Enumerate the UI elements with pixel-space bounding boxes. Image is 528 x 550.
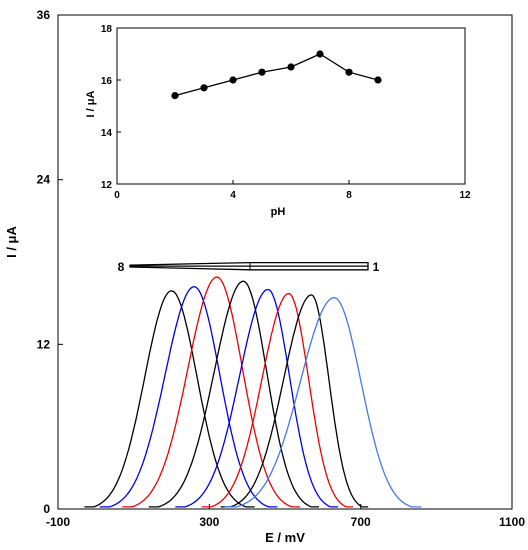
main-y-tick-label: 12 — [37, 337, 51, 351]
inset-x-tick-label: 12 — [459, 190, 471, 201]
inset-y-tick-label: 14 — [101, 128, 113, 139]
main-y-tick-label: 36 — [37, 8, 51, 22]
voltammogram-curve-1 — [84, 290, 255, 508]
main-x-tick-label: 1100 — [499, 515, 525, 529]
inset-x-tick-label: 8 — [346, 190, 352, 201]
inset-y-tick-label: 16 — [101, 76, 113, 87]
main-x-tick-label: 700 — [351, 515, 371, 529]
inset-x-tick-label: 4 — [230, 190, 236, 201]
inset-x-tick-label: 0 — [114, 190, 120, 201]
main-x-axis-label: E / mV — [265, 530, 305, 545]
voltammogram-curve-5 — [175, 288, 338, 508]
inset-data-point — [229, 76, 237, 84]
inset-plot-frame — [116, 27, 466, 185]
inset-data-point — [374, 76, 382, 84]
main-y-tick-label: 0 — [43, 502, 50, 516]
voltammogram-curve-8 — [224, 297, 422, 508]
inset-y-tick-label: 12 — [101, 180, 113, 191]
voltammogram-curve-3 — [122, 276, 301, 508]
inset-y-axis-label: I / μA — [85, 90, 97, 117]
inset-data-point — [171, 92, 179, 100]
voltammogram-curve-7 — [220, 294, 369, 508]
peak-shift-annotation: 8 1 — [118, 260, 380, 274]
main-plot-frame — [57, 14, 513, 510]
annotation-start-label: 8 — [118, 260, 125, 274]
inset-data-point — [345, 68, 353, 76]
main-y-tick-label: 24 — [37, 173, 51, 187]
annotation-end-label: 1 — [373, 260, 380, 274]
main-x-tick-label: 300 — [199, 515, 219, 529]
inset-y-tick-label: 18 — [101, 24, 113, 35]
inset-data-point — [258, 68, 266, 76]
inset-data-point — [287, 63, 295, 71]
voltammogram-curve-6 — [201, 292, 354, 508]
main-x-tick-label: -100 — [46, 515, 70, 529]
inset-data-point — [200, 84, 208, 92]
voltammogram-curve-4 — [148, 280, 319, 508]
inset-series-line — [174, 53, 379, 97]
voltammogram-curve-2 — [99, 286, 278, 508]
inset-data-point — [316, 50, 324, 58]
main-y-axis-label: I / μA — [4, 225, 19, 257]
inset-x-axis-label: pH — [271, 206, 286, 218]
